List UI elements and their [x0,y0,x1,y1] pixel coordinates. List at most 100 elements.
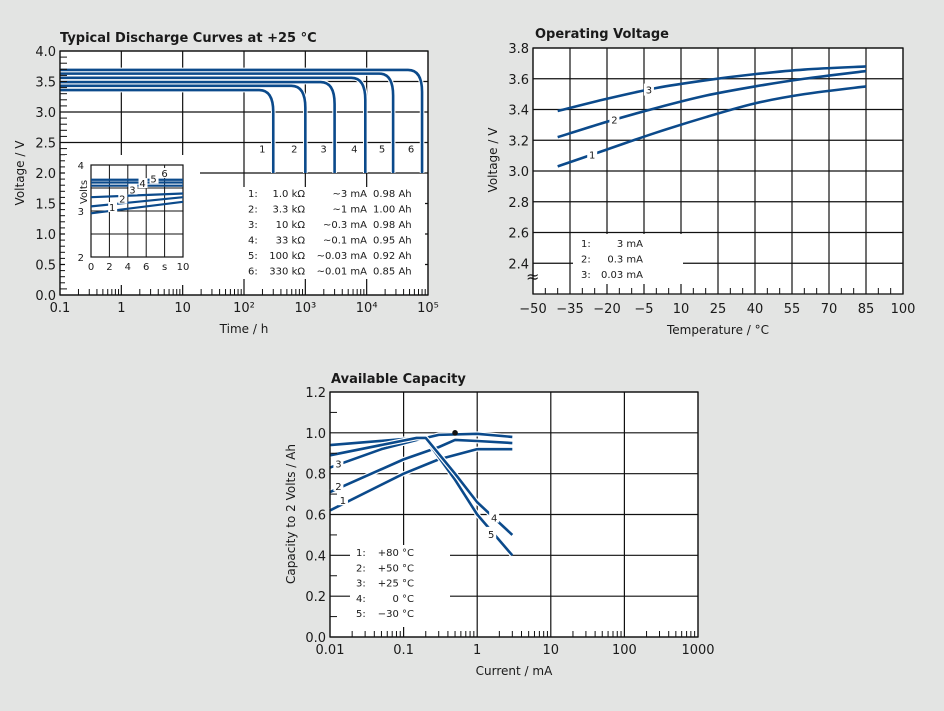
discharge-curve-6 [60,68,424,173]
operating-y-axis-label: Voltage / V [486,127,500,193]
discharge-curve-4 [60,76,367,173]
capacity-x-axis-label: Current / mA [476,664,553,678]
inset-curve-label-1: 1 [109,203,115,214]
inset-x-tick-label: 10 [177,262,190,273]
operating-curve-label-1: 1 [589,151,595,162]
capacity-legend-num: 2: [356,563,366,574]
inset-curve-label-4: 4 [139,179,145,190]
discharge-curve-3 [60,80,336,173]
discharge-curve-label-5: 5 [379,145,385,156]
capacity-y-tick-label: 1.2 [305,386,326,401]
operating-legend-current: 0.3 mA [607,255,643,266]
inset-curve-1 [90,200,184,215]
discharge-curves: 1 2 3 4 5 6 [60,67,425,173]
operating-curve-2 [557,69,867,139]
discharge-curve-1 [60,88,275,173]
operating-x-tick-label: 55 [784,302,801,317]
operating-y-tick-label: 2.6 [508,227,529,242]
capacity-legend-temp: −30 °C [378,609,414,620]
capacity-curve-label-2: 2 [335,482,341,493]
operating-x-tick-label: 25 [710,302,727,317]
operating-curves: 1 2 3 [557,65,867,168]
capacity-legend-num: 4: [356,594,366,605]
operating-y-tick-label: 3.6 [508,73,529,88]
discharge-legend-num: 4: [248,236,258,247]
operating-label-bg [609,113,620,126]
discharge-y-tick-label: 2.0 [35,167,56,182]
discharge-x-ticks: 0.1 1 10 10² 10³ 10⁴ 10⁵ [50,289,439,316]
inset-curve-3 [90,192,184,199]
capacity-title: Available Capacity [331,372,466,387]
discharge-legend-capacity: 0.95 Ah [373,236,412,247]
discharge-curve-label-6: 6 [408,145,414,156]
operating-x-tick-label: −5 [634,302,653,317]
discharge-legend-num: 6: [248,267,258,278]
discharge-legend-num: 5: [248,251,258,262]
inset-curve-label-5: 5 [150,174,156,185]
discharge-legend: 1: 1.0 kΩ ~3 mA 0.98 Ah 2: 3.3 kΩ ~1 mA 1.00 Ah… [248,189,412,278]
capacity-y-tick-label: 0.6 [305,509,326,524]
discharge-y-tick-label: 2.5 [35,137,56,152]
capacity-x-tick-label: 1000 [681,643,714,658]
capacity-y-tick-label: 0.0 [305,631,326,646]
operating-x-tick-label: −20 [593,302,620,317]
capacity-y-tick-label: 1.0 [305,427,326,442]
discharge-legend-current: ~1 mA [332,205,367,216]
discharge-legend-capacity: 0.92 Ah [373,251,412,262]
inset-y-tick-label: 3 [78,207,84,218]
capacity-legend-num: 3: [356,579,366,590]
discharge-legend-capacity: 0.85 Ah [373,267,412,278]
discharge-y-ticks: 0.0 0.5 1.0 1.5 2.0 2.5 3.0 3.5 4.0 [35,45,67,304]
discharge-legend-load: 330 kΩ [269,267,305,278]
capacity-label-bg [337,493,348,506]
inset-label-bg [118,193,128,204]
capacity-curve-2 [329,438,513,494]
operating-x-tick-label: −35 [556,302,583,317]
capacity-legend-num: 1: [356,548,366,559]
discharge-curve-label-4: 4 [351,145,357,156]
discharge-y-tick-label: 0.5 [35,259,56,274]
capacity-curve-label-5: 5 [488,530,494,541]
discharge-x-tick-label: 0.1 [50,301,71,316]
capacity-y-tick-label: 0.8 [305,468,326,483]
operating-curve-label-3: 3 [646,86,652,97]
discharge-legend-load: 100 kΩ [269,251,305,262]
operating-curve-3 [557,65,867,113]
operating-frame [532,47,904,295]
discharge-curve-5 [60,72,395,173]
discharge-legend-load: 10 kΩ [276,220,306,231]
inset-label-bg [160,167,170,178]
discharge-curve-label-1: 1 [259,145,265,156]
discharge-y-tick-label: 3.0 [35,106,56,121]
capacity-curve-4 [329,436,514,536]
capacity-x-tick-label: 0.1 [393,643,414,658]
capacity-curve-label-4: 4 [491,514,497,525]
discharge-legend-load: 33 kΩ [276,236,306,247]
operating-label-bg [643,83,654,96]
discharge-y-tick-label: 4.0 [35,45,56,60]
operating-label-bg [587,148,598,161]
capacity-legend-temp: +80 °C [378,548,414,559]
inset-x-tick-label: 2 [106,262,112,273]
operating-x-tick-label: 85 [858,302,875,317]
discharge-legend-num: 2: [248,205,258,216]
operating-y-tick-label: 3.2 [508,134,529,149]
operating-legend: 1: 3 mA 2: 0.3 mA 3: 0.03 mA [581,239,643,281]
capacity-curve-label-3: 3 [335,459,341,470]
operating-x-tick-label: 100 [891,302,916,317]
capacity-frame [329,391,699,638]
discharge-y-axis-label: Voltage / V [13,140,27,206]
operating-legend-current: 0.03 mA [601,270,643,281]
discharge-legend-current: ~0.3 mA [323,220,367,231]
discharge-legend-current: ~0.01 mA [317,267,368,278]
inset-label-bg [149,173,159,184]
operating-x-tick-label: −50 [519,302,546,317]
inset-y-axis-label: Volts [79,180,90,204]
capacity-x-tick-label: 0.01 [316,643,345,658]
operating-curve-label-2: 2 [611,116,617,127]
capacity-legend-temp: +25 °C [378,579,414,590]
capacity-y-tick-label: 0.4 [305,549,326,564]
inset-frame [90,164,184,258]
discharge-y-tick-label: 1.5 [35,198,56,213]
